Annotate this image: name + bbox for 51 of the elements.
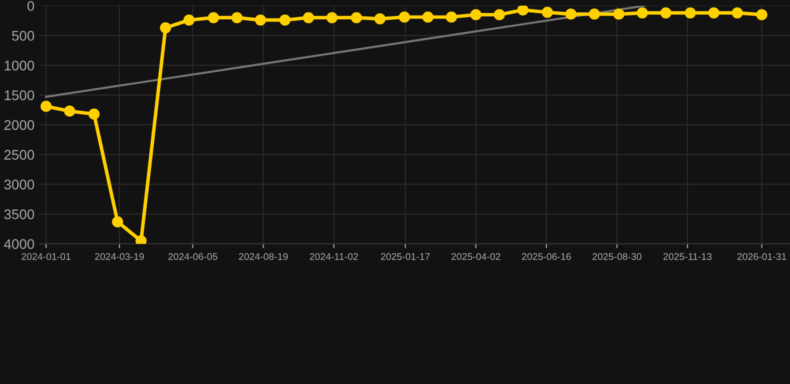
point — [684, 7, 696, 18]
point — [254, 14, 266, 26]
point — [446, 12, 457, 23]
y-tick-label: 0 — [27, 1, 34, 11]
point — [398, 12, 410, 23]
point — [64, 106, 76, 117]
point — [565, 8, 576, 20]
point — [588, 8, 600, 20]
x-tick-label: 2025-01-17 — [380, 253, 430, 260]
point — [756, 9, 768, 20]
point — [160, 22, 172, 34]
x-tick-label: 2024-06-05 — [168, 253, 218, 260]
x-tick-label: 2024-08-19 — [238, 253, 288, 260]
y-tick-label: 3500 — [4, 209, 34, 220]
y-tick-label: 4000 — [4, 239, 34, 250]
point — [40, 100, 52, 112]
point — [470, 9, 482, 20]
y-tick-label: 3000 — [4, 180, 34, 190]
point — [208, 12, 220, 24]
point — [136, 235, 147, 244]
point — [88, 108, 100, 120]
x-tick-label: 2024-11-02 — [310, 253, 358, 260]
point — [613, 8, 624, 20]
y-tick-label: 2000 — [4, 120, 34, 130]
point — [494, 9, 505, 20]
point — [302, 12, 314, 24]
y-tick-label: 2500 — [4, 150, 34, 160]
point — [517, 6, 528, 16]
point — [422, 12, 434, 23]
x-tick-label: 2025-11-13 — [663, 253, 712, 260]
point — [279, 14, 291, 26]
x-tick-label: 2025-04-02 — [452, 253, 500, 260]
point — [350, 12, 362, 24]
point — [636, 7, 648, 18]
x-tick-label: 2025-06-16 — [522, 253, 571, 260]
y-tick-label: 1500 — [4, 90, 34, 100]
x-tick-label: 2025-08-30 — [592, 253, 642, 260]
point — [326, 12, 338, 24]
y-tick-label: 1000 — [4, 60, 34, 70]
point — [112, 216, 124, 228]
point — [374, 13, 386, 24]
point — [708, 7, 720, 18]
point — [231, 12, 243, 24]
y-tick-label: 500 — [12, 30, 34, 41]
x-tick-label: 2024-01-01 — [22, 253, 70, 260]
point — [660, 7, 672, 18]
point — [542, 6, 553, 18]
point — [183, 14, 195, 26]
x-tick-label: 2024-03-19 — [95, 253, 144, 260]
point — [732, 7, 743, 18]
x-tick-label: 2026-01-31 — [737, 253, 786, 260]
